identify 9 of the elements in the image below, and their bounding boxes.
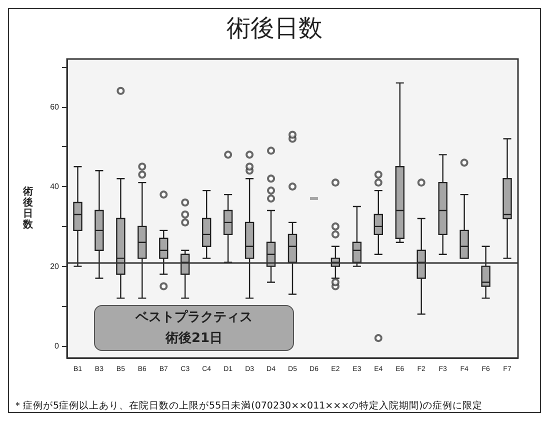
annotation: ベストプラクティス — [134, 310, 254, 326]
y-tick-label: 20 — [50, 262, 60, 271]
y-axis-title: 術後日数 — [22, 186, 34, 230]
text: ＊症例が5症例以上あり、在院日数の上限が55日未満(070230××011×××の特定入院期間)の症例に限定 — [13, 400, 483, 412]
y-tick-label: 40 — [50, 182, 60, 192]
annotation: 術後21日 — [164, 331, 224, 347]
chart-title: 術後日数 — [226, 14, 322, 42]
y-tick-label: 0 — [54, 342, 60, 351]
y-tick-label: 60 — [50, 102, 60, 112]
